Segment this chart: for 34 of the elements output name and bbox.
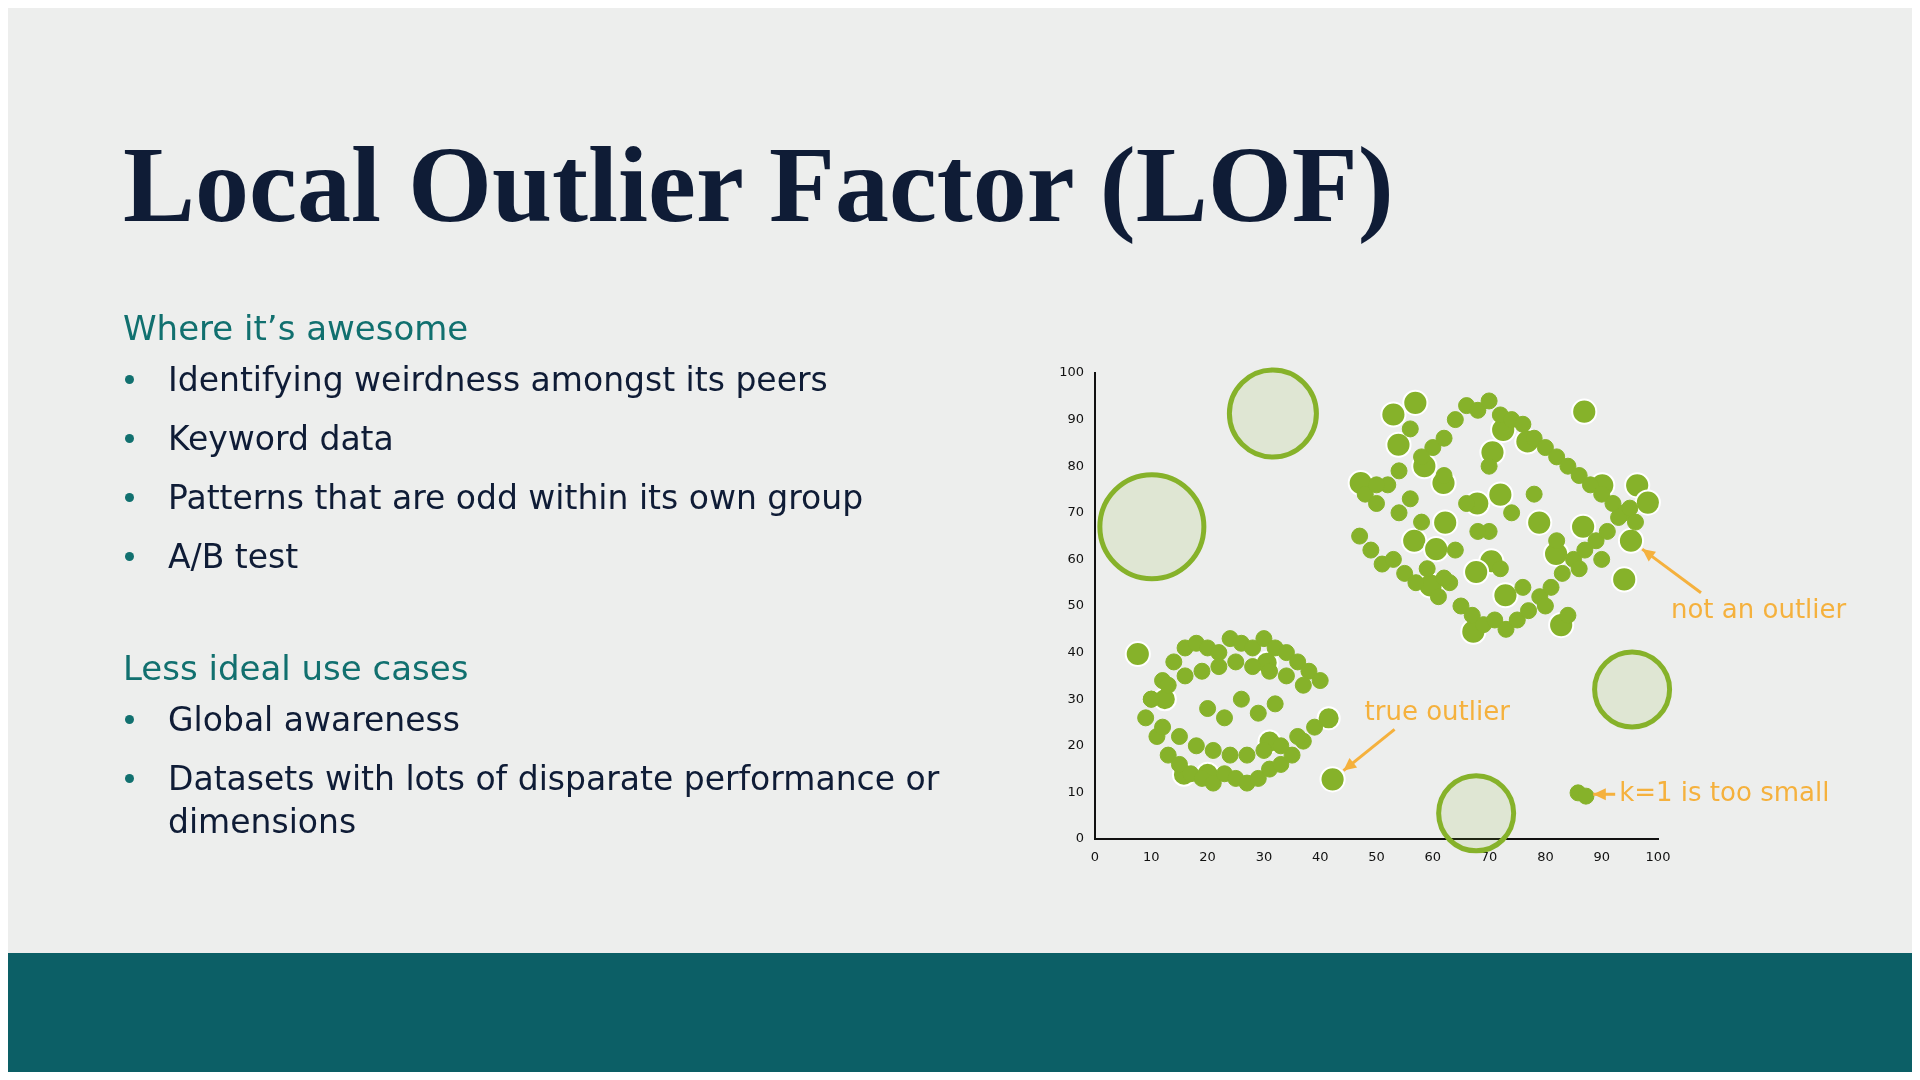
x-tick-label: 60 — [1424, 849, 1442, 865]
text: Datasets with lots of disparate performance or dimensions — [168, 758, 941, 843]
annotation: k=1 is too small — [1619, 777, 1830, 808]
x-tick-label: 40 — [1311, 849, 1329, 865]
x-tick-label: 100 — [1645, 849, 1671, 865]
text: A/B test — [168, 536, 299, 578]
y-tick-label: 50 — [1067, 597, 1084, 613]
y-tick-label: 40 — [1067, 643, 1084, 659]
y-tick-label: 30 — [1067, 690, 1084, 706]
y-tick-label: 20 — [1067, 737, 1084, 753]
annotation: not an outlier — [1670, 593, 1847, 624]
y-tick-label: 80 — [1067, 457, 1084, 473]
text: Keyword data — [168, 418, 394, 460]
x-tick-label: 70 — [1480, 849, 1498, 865]
x-tick-label: 30 — [1255, 849, 1273, 865]
annotation: true outlier — [1364, 696, 1511, 727]
x-tick-label: 90 — [1593, 849, 1610, 865]
text: Identifying weirdness amongst its peers — [168, 359, 828, 401]
x-tick-label: 0 — [1090, 849, 1100, 865]
y-tick-label: 0 — [1075, 830, 1084, 846]
text: Patterns that are odd within its own group — [168, 477, 864, 519]
text: Global awareness — [168, 699, 460, 741]
chart-title: Local Outlier Factor (LOF) — [123, 124, 1394, 246]
x-tick-label: 10 — [1143, 849, 1160, 865]
y-tick-label: 60 — [1067, 550, 1084, 566]
text: Where it’s awesome — [123, 308, 470, 348]
text: Less ideal use cases — [123, 648, 470, 688]
x-tick-label: 80 — [1537, 849, 1554, 865]
x-tick-label: 20 — [1199, 849, 1216, 865]
y-tick-label: 100 — [1059, 364, 1084, 380]
y-tick-label: 10 — [1067, 783, 1084, 799]
y-tick-label: 90 — [1067, 410, 1084, 426]
x-tick-label: 50 — [1368, 849, 1385, 865]
y-tick-label: 70 — [1067, 504, 1084, 520]
